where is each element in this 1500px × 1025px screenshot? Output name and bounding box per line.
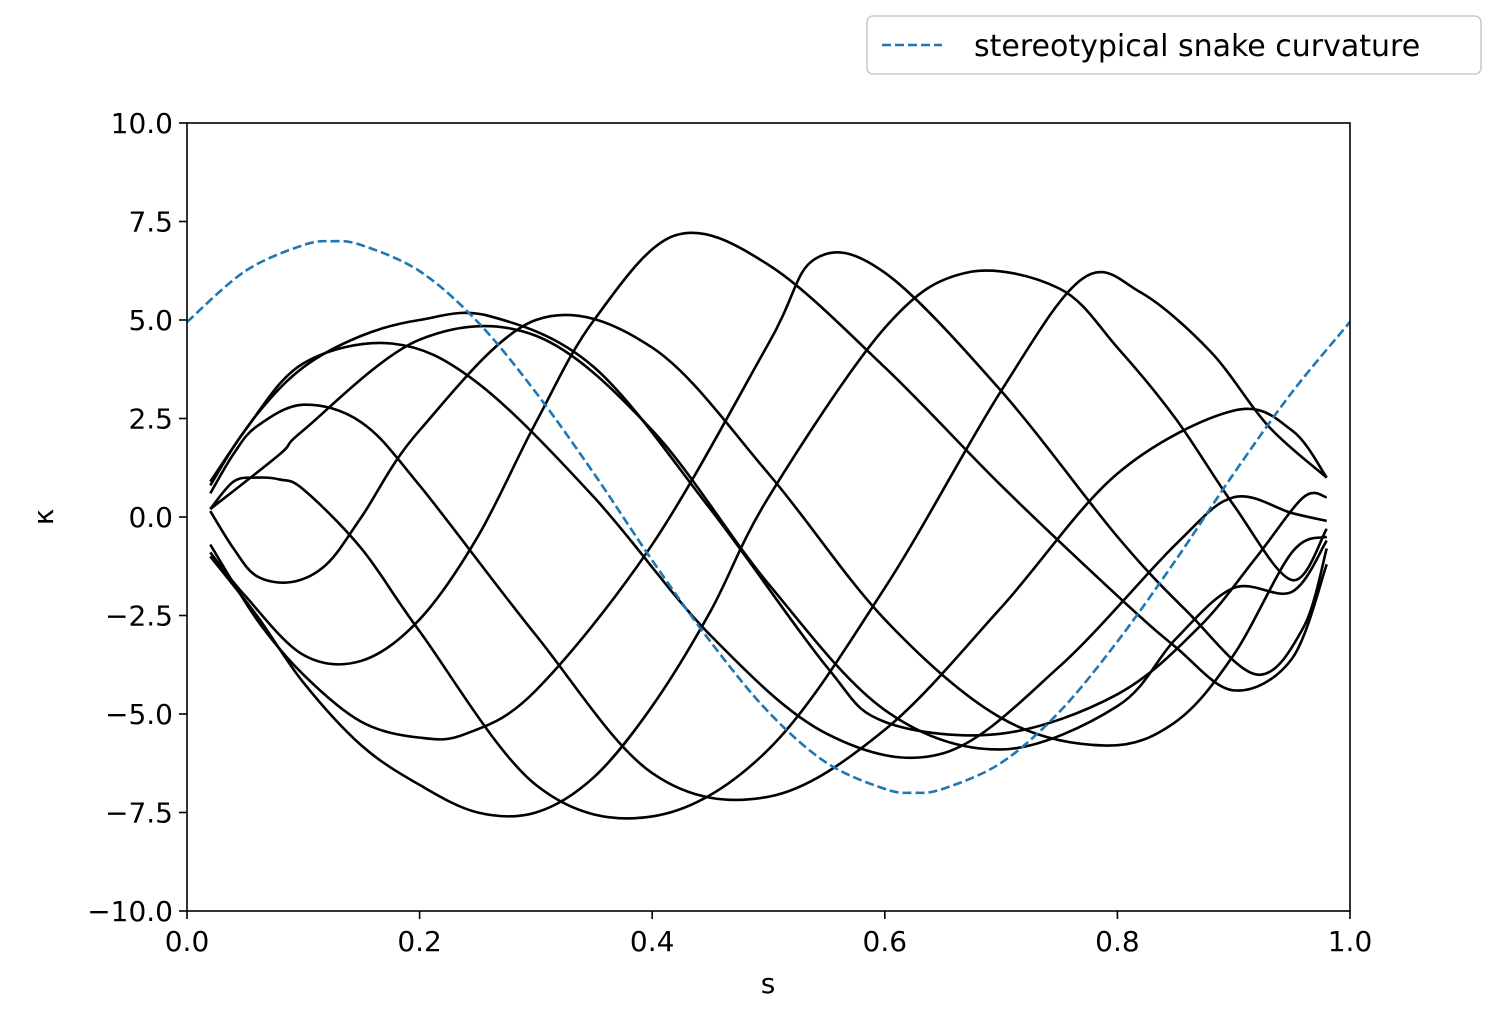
y-tick-label: −5.0 bbox=[105, 698, 173, 731]
legend-label: stereotypical snake curvature bbox=[974, 29, 1420, 64]
y-tick-label: −7.5 bbox=[105, 797, 173, 830]
curvature-series-1 bbox=[209, 341, 1328, 760]
curvature-series-8 bbox=[209, 270, 1328, 820]
y-axis: 10.0 7.5 5.0 2.5 0.0 −2.5 −5.0 −7.5 −10.0 bbox=[87, 107, 187, 928]
x-tick-label: 1.0 bbox=[1328, 925, 1373, 958]
legend-box bbox=[866, 15, 1482, 75]
y-tick-label: 5.0 bbox=[128, 304, 173, 337]
y-tick-label: 0.0 bbox=[128, 501, 173, 534]
x-axis: 0.0 0.2 0.4 0.6 0.8 1.0 bbox=[165, 911, 1373, 958]
y-tick-label: 2.5 bbox=[128, 403, 173, 436]
x-tick-label: 0.0 bbox=[165, 925, 210, 958]
curvature-series-2 bbox=[209, 403, 1328, 802]
curvature-series-7 bbox=[209, 324, 1328, 751]
x-tick-label: 0.4 bbox=[630, 925, 675, 958]
y-tick-label: −10.0 bbox=[87, 895, 173, 928]
series-layer bbox=[209, 231, 1328, 820]
reference-layer bbox=[187, 239, 1350, 795]
legend: stereotypical snake curvature bbox=[866, 15, 1482, 75]
y-tick-label: 7.5 bbox=[128, 206, 173, 239]
y-axis-label: κ bbox=[27, 509, 60, 526]
y-tick-label: −2.5 bbox=[105, 600, 173, 633]
x-tick-label: 0.6 bbox=[863, 925, 908, 958]
curvature-series-4 bbox=[209, 231, 1328, 692]
y-tick-label: 10.0 bbox=[111, 107, 173, 140]
x-axis-label: s bbox=[761, 967, 776, 1000]
reference-series bbox=[187, 239, 1350, 795]
curvature-series-3 bbox=[209, 311, 1328, 737]
x-tick-label: 0.8 bbox=[1095, 925, 1140, 958]
curvature-series-5 bbox=[209, 251, 1328, 741]
x-tick-label: 0.2 bbox=[397, 925, 442, 958]
curvature-series-9 bbox=[209, 313, 1328, 747]
curvature-series-6 bbox=[209, 269, 1328, 818]
